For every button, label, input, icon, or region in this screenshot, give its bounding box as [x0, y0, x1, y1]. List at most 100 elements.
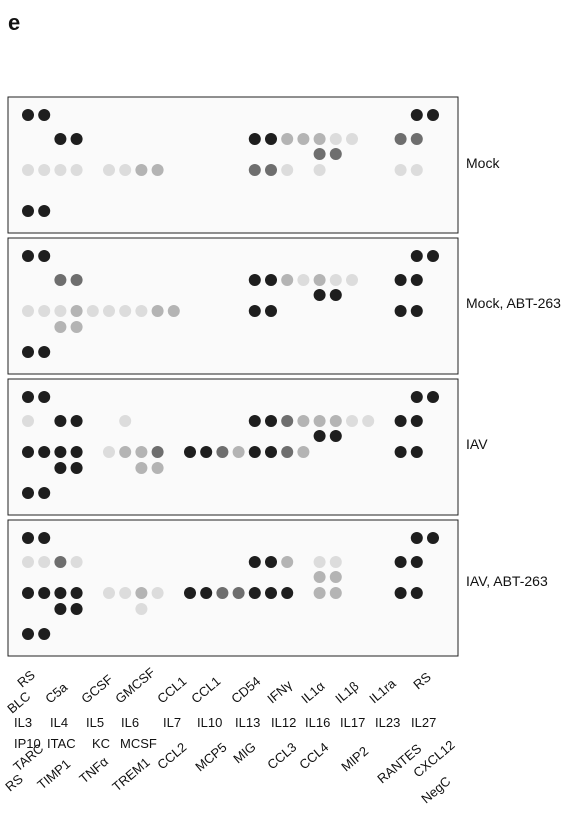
blot-spot — [411, 133, 423, 145]
array-key-label: IFNγ — [264, 677, 295, 706]
blot-spot — [54, 603, 66, 615]
blot-spot — [184, 446, 196, 458]
blot-spot — [330, 587, 342, 599]
blot-spot — [314, 571, 326, 583]
blot-spot — [395, 446, 407, 458]
blot-spot — [71, 587, 83, 599]
blot-spot — [38, 164, 50, 176]
blot-spot — [54, 305, 66, 317]
blot-spot — [54, 587, 66, 599]
blot-spot — [71, 462, 83, 474]
blot-spot — [249, 446, 261, 458]
array-key-label: BLC — [4, 689, 33, 717]
blot-spot — [314, 274, 326, 286]
array-key-label: IL13 — [235, 715, 260, 730]
blot-spot — [314, 430, 326, 442]
blot-spot — [38, 587, 50, 599]
array-key-label: TREM1 — [109, 754, 152, 794]
blot-spot — [411, 250, 423, 262]
array-key-label: RS — [410, 669, 434, 692]
blot-spot — [411, 164, 423, 176]
panel-letter: e — [8, 10, 20, 35]
array-key-label: IL4 — [50, 715, 68, 730]
blot-spot — [265, 556, 277, 568]
array-key-label: TNFα — [76, 753, 111, 786]
blot-spot — [22, 415, 34, 427]
blot-spot — [71, 133, 83, 145]
blot-spot — [71, 164, 83, 176]
blot-spot — [71, 321, 83, 333]
blot-spot — [265, 164, 277, 176]
blot-spot — [38, 487, 50, 499]
array-key-label: IL1α — [298, 678, 328, 706]
blot-spot — [265, 446, 277, 458]
array-key-label: KC — [92, 736, 110, 751]
blot-spot — [38, 446, 50, 458]
blot-spot — [119, 587, 131, 599]
blot-spot — [38, 628, 50, 640]
blot-spot — [233, 587, 245, 599]
blot-spot — [103, 587, 115, 599]
blot-spot — [346, 274, 358, 286]
blot-spot — [314, 289, 326, 301]
blot-spot — [152, 164, 164, 176]
blot-spot — [411, 274, 423, 286]
blot-spot — [281, 133, 293, 145]
array-key-label: CCL4 — [296, 739, 331, 772]
blot-spot — [38, 556, 50, 568]
blot-spot — [216, 587, 228, 599]
blot-spot — [22, 250, 34, 262]
blot-spot — [54, 415, 66, 427]
blot-spot — [395, 556, 407, 568]
blot-spot — [249, 305, 261, 317]
blot-spot — [22, 305, 34, 317]
blot-spot — [233, 446, 245, 458]
panel-label: Mock, ABT-263 — [466, 295, 561, 311]
array-key-label: CXCL12 — [410, 737, 457, 780]
array-key-label: CD54 — [228, 673, 263, 706]
blot-spot — [54, 274, 66, 286]
array-key-label: MIG — [230, 739, 258, 766]
array-key-label: MIP2 — [338, 743, 371, 774]
blot-spot — [411, 391, 423, 403]
blot-spot — [265, 587, 277, 599]
blot-spot — [54, 556, 66, 568]
array-key-label: IL10 — [197, 715, 222, 730]
blot-spot — [152, 587, 164, 599]
blot-spot — [54, 321, 66, 333]
blot-spot — [297, 415, 309, 427]
blot-spot — [314, 415, 326, 427]
blot-spot — [314, 556, 326, 568]
panel-label: IAV, ABT-263 — [466, 573, 548, 589]
blot-spot — [22, 628, 34, 640]
blot-spot — [297, 446, 309, 458]
blot-spot — [395, 415, 407, 427]
blot-spot — [22, 164, 34, 176]
array-key-label: IL23 — [375, 715, 400, 730]
blot-spot — [395, 305, 407, 317]
blot-spot — [346, 415, 358, 427]
blot-spot — [411, 587, 423, 599]
blot-spot — [281, 274, 293, 286]
blot-spot — [297, 133, 309, 145]
array-key-label: TIMP1 — [34, 756, 73, 792]
blot-spot — [38, 109, 50, 121]
blot-spot — [330, 415, 342, 427]
blot-spot — [38, 391, 50, 403]
blot-spot — [314, 133, 326, 145]
blot-spot — [54, 462, 66, 474]
blot-spot — [22, 205, 34, 217]
blot-spot — [71, 305, 83, 317]
blot-spot — [38, 532, 50, 544]
blot-spot — [330, 571, 342, 583]
array-key-label: IL1β — [332, 678, 361, 706]
array-key-label: IL5 — [86, 715, 104, 730]
blot-spot — [103, 164, 115, 176]
array-key-label: IL17 — [340, 715, 365, 730]
blot-spot — [330, 148, 342, 160]
figure: e MockMock, ABT-263IAVIAV, ABT-263RSBLCC… — [0, 0, 584, 810]
blot-spot — [119, 446, 131, 458]
blot-spot — [103, 305, 115, 317]
array-key-label: NegC — [418, 773, 453, 806]
blot-spot — [265, 305, 277, 317]
